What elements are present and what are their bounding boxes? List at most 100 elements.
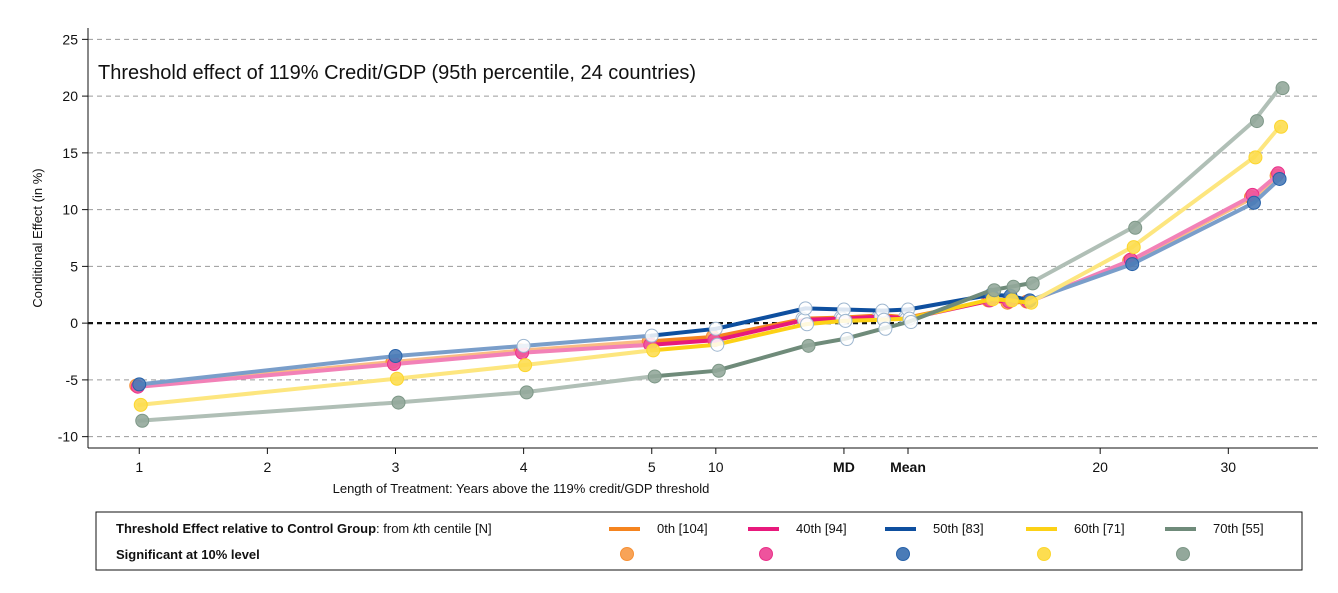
series-line-segment <box>1130 192 1256 262</box>
data-point <box>132 377 147 392</box>
series-line-segment <box>649 342 718 353</box>
series-line-segment <box>521 342 654 355</box>
data-point <box>516 338 531 353</box>
legend-heading-tail: th centile [N] <box>419 521 491 536</box>
data-point <box>711 363 726 378</box>
series-line-segment <box>393 350 526 366</box>
x-tick-label: MD <box>833 459 855 475</box>
series-line-segment <box>713 306 808 331</box>
series-group <box>130 166 1286 394</box>
data-point <box>1125 257 1140 272</box>
data-point <box>1005 293 1019 308</box>
legend-significance-label: Significant at 10% level <box>116 547 260 562</box>
data-point <box>1025 276 1040 291</box>
y-tick-label: -10 <box>58 429 78 445</box>
tick-layer: -10 -5 0 5 10 15 20 25 1 2 3 4 5 10 MD Mean 20 30 <box>58 31 1237 475</box>
axis-layer <box>87 28 1318 449</box>
data-point <box>1246 195 1261 210</box>
series-line-segment <box>649 326 718 338</box>
x-tick-label: 2 <box>263 459 271 475</box>
legend-entry-label: 50th [83] <box>933 521 984 536</box>
data-point <box>1275 81 1290 96</box>
legend-heading-bold: Threshold Effect relative to Control Gro… <box>116 521 376 536</box>
legend-significance-marker <box>620 547 634 561</box>
y-tick-label: 20 <box>62 88 78 104</box>
x-tick-label: Mean <box>890 459 926 475</box>
series-line-segment <box>393 363 526 381</box>
data-point <box>135 413 150 428</box>
data-point <box>708 321 723 336</box>
data-point <box>1006 279 1021 294</box>
series-line-segment <box>1130 155 1256 250</box>
legend-significance-marker <box>1037 547 1051 561</box>
data-point <box>798 301 813 316</box>
data-point <box>1274 119 1289 134</box>
x-tick-label: 30 <box>1221 459 1237 475</box>
data-point <box>1024 295 1039 310</box>
series-line-segment <box>393 390 526 405</box>
series-group <box>132 171 1287 392</box>
x-tick-label: 5 <box>648 459 656 475</box>
y-tick-label: -5 <box>66 372 79 388</box>
series-line-segment <box>137 400 398 423</box>
series-line-segment <box>137 354 398 387</box>
series-line-segment <box>393 348 526 364</box>
series-line-segment <box>1027 225 1135 286</box>
y-tick-label: 0 <box>70 315 78 331</box>
y-tick-label: 15 <box>62 145 78 161</box>
x-tick-label: 3 <box>392 459 400 475</box>
legend-entries: 0th [104] 40th [94] 50th [83] 60th [71] 70th… <box>609 521 1264 561</box>
y-tick-label: 5 <box>70 258 78 274</box>
legend-significance-marker <box>759 547 773 561</box>
series-line-segment <box>137 376 398 407</box>
y-axis-title: Conditional Effect (in %) <box>30 168 45 307</box>
legend-entry-label: 60th [71] <box>1074 521 1125 536</box>
series-group <box>129 168 1284 393</box>
data-point <box>646 343 661 358</box>
data-point <box>388 349 403 364</box>
x-tick-label: 10 <box>708 459 724 475</box>
data-point <box>1128 220 1143 235</box>
data-point <box>838 313 853 328</box>
series-line-segment <box>906 288 994 324</box>
data-point <box>839 332 854 347</box>
x-tick-label: 20 <box>1092 459 1108 475</box>
legend-heading-italic: k <box>413 521 421 536</box>
data-point <box>710 337 725 352</box>
y-tick-label: 25 <box>62 31 78 47</box>
series-line-segment <box>393 343 526 359</box>
x-tick-label: 4 <box>520 459 528 475</box>
legend-box <box>95 511 1303 571</box>
series-line-segment <box>521 348 654 368</box>
data-point <box>904 315 918 329</box>
series-line-segment <box>521 339 654 353</box>
data-point <box>878 321 893 336</box>
legend-entry-label: 70th [55] <box>1213 521 1264 536</box>
series-line-segment <box>1130 119 1256 230</box>
legend: Threshold Effect relative to Control Gro… <box>95 511 1303 571</box>
series-group <box>133 119 1289 412</box>
data-point <box>800 317 814 332</box>
legend-entry-label: 40th [94] <box>796 521 847 536</box>
data-point <box>1272 171 1287 186</box>
x-tick-label: 1 <box>135 459 143 475</box>
legend-heading: Threshold Effect relative to Control Gro… <box>116 521 492 536</box>
data-point <box>1126 240 1141 255</box>
series-line-segment <box>1130 200 1256 267</box>
chart-title: Threshold effect of 119% Credit/GDP (95t… <box>98 62 696 84</box>
data-point <box>647 369 662 384</box>
legend-entry-label: 0th [104] <box>657 521 708 536</box>
data-point <box>1248 150 1263 165</box>
data-point <box>987 283 1002 298</box>
data-point <box>801 338 816 353</box>
data-point <box>518 358 533 373</box>
series-line-segment <box>649 334 718 344</box>
series-line-segment <box>521 333 654 348</box>
series-line-segment <box>1027 245 1135 305</box>
series-group <box>135 81 1290 428</box>
series-line-segment <box>713 322 808 347</box>
legend-heading-rest: : from <box>376 521 413 536</box>
data-point <box>1249 114 1264 129</box>
data-point <box>133 397 148 412</box>
